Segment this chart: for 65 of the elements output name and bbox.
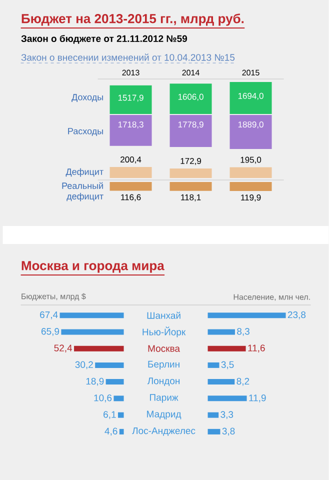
bar <box>106 379 124 385</box>
bar <box>120 428 124 434</box>
data-label: 11,9 <box>249 394 266 402</box>
y-tick-label: Лос-Анджелес <box>132 427 196 436</box>
category-label: 2015 <box>242 70 260 76</box>
data-label: 6,1 <box>104 411 116 419</box>
series-label: Доходы <box>72 94 104 102</box>
y-tick-label: Мадрид <box>147 410 182 420</box>
bar <box>208 346 246 352</box>
y-tick-label: Париж <box>150 394 178 403</box>
legend-label: Дефицит <box>66 168 104 177</box>
data-label: 1606,0 <box>178 94 204 101</box>
x-axis-title: Население, млн чел. <box>234 294 310 301</box>
data-label: 18,9 <box>86 378 104 386</box>
data-label: 65,9 <box>42 328 60 336</box>
category-label: 2014 <box>182 70 200 76</box>
chart-title: Москва и города мира <box>22 261 165 273</box>
data-label: 23,8 <box>288 311 306 320</box>
data-label: 1694,0 <box>238 92 264 100</box>
text: Закон о внесении изменений от 10.04.2013 №15 <box>21 54 235 61</box>
series-label: Расходы <box>68 128 104 136</box>
bar <box>208 312 286 318</box>
data-label: 1778,9 <box>178 122 204 129</box>
legend-label: Реальный дефицит <box>62 182 104 202</box>
bar <box>74 346 124 352</box>
data-label: 195,0 <box>240 156 262 164</box>
data-label: 30,2 <box>75 361 94 370</box>
data-label: 119,9 <box>241 194 261 202</box>
x-axis-title: Бюджеты, млрд $ <box>22 293 86 301</box>
bar <box>208 412 219 418</box>
data-label: 3,8 <box>222 428 235 436</box>
data-label: 52,4 <box>54 344 72 352</box>
text: Бюджет на 2013-2015 гг., млрд руб. <box>22 14 244 26</box>
data-label: 8,2 <box>236 378 250 386</box>
data-label: 3,3 <box>220 411 234 419</box>
y-tick-label: Берлин <box>148 360 180 370</box>
data-label: 10,6 <box>94 394 112 402</box>
data-label: 3,5 <box>221 361 234 370</box>
data-label: 116,6 <box>121 194 141 202</box>
data-label: 172,9 <box>180 158 202 166</box>
data-label: 1889,0 <box>238 122 264 129</box>
bar <box>95 362 124 368</box>
bar <box>60 312 124 318</box>
bar <box>61 329 124 335</box>
data-label: 1517,9 <box>118 94 144 102</box>
bar <box>114 396 124 402</box>
data-label: 67,4 <box>40 311 58 320</box>
bar <box>208 379 235 385</box>
text: Закон о бюджете от 21.11.2012 №59 <box>21 34 188 44</box>
y-tick-label: Шанхай <box>147 312 180 319</box>
data-label: 11,6 <box>248 344 265 352</box>
y-tick-label: Нью-Йорк <box>142 326 186 338</box>
data-label: 200,4 <box>120 156 142 164</box>
y-tick-label: Москва <box>148 345 180 352</box>
bar <box>208 428 220 434</box>
bar <box>208 362 220 368</box>
data-label: 118,1 <box>181 194 201 202</box>
category-label: 2013 <box>122 70 140 76</box>
y-tick-label: Лондон <box>148 378 180 386</box>
data-label: 8,3 <box>237 328 250 336</box>
data-label: 1718,3 <box>118 122 144 129</box>
bar <box>208 396 247 402</box>
bar <box>208 329 236 335</box>
bar <box>118 412 124 418</box>
data-label: 4,6 <box>104 428 118 436</box>
